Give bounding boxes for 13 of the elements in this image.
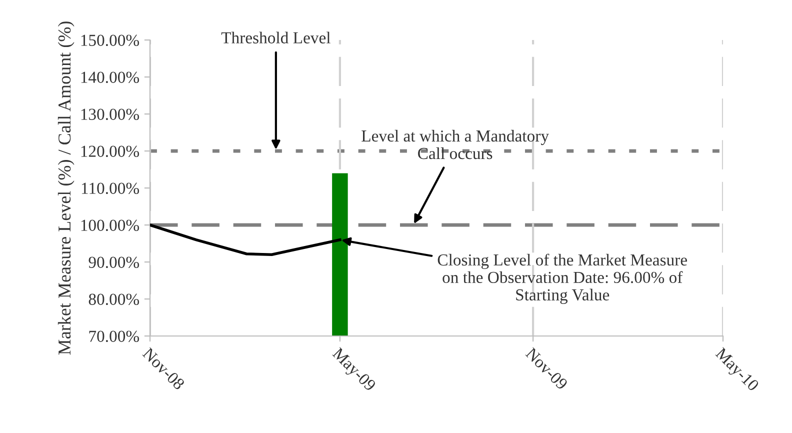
y-tick-label: 140.00%	[81, 72, 140, 84]
y-tick-label: 90.00%	[88, 256, 140, 268]
annotation: Closing Level of the Market Measure on the Observation Date: 96.00% of Starting Value	[438, 254, 687, 304]
y-tick-label: 100.00%	[81, 220, 140, 232]
y-tick-label: 110.00%	[82, 182, 140, 194]
y-tick-label: 80.00%	[88, 294, 140, 306]
annotation: Threshold Level	[221, 32, 330, 44]
y-axis-title: Market Measure Level (%) / Call Amount (%)	[58, 22, 74, 355]
y-tick-label: 120.00%	[81, 146, 140, 158]
y-tick-label: 130.00%	[81, 108, 140, 120]
y-tick-label: 150.00%	[81, 34, 140, 46]
y-tick-label: 70.00%	[89, 330, 140, 342]
annotation: Level at which a Mandatory Call occurs	[362, 130, 549, 160]
